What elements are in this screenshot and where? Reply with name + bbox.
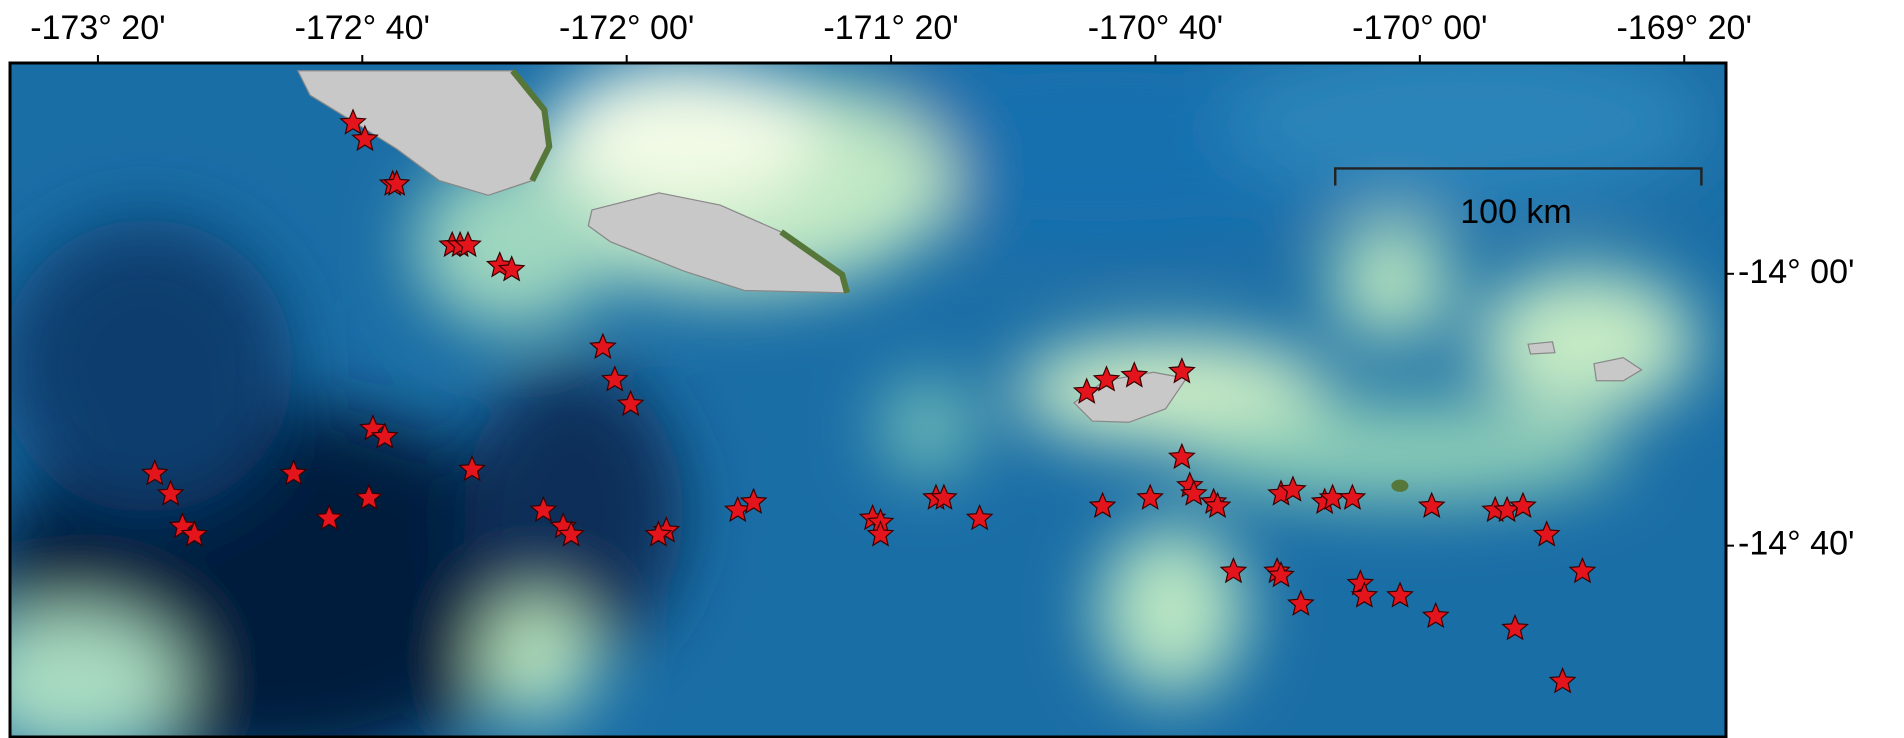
page: 100 km -173° 20' -172° 40' -172° 00' -171° …: [0, 0, 1904, 738]
y-tick-label: -14° 40': [1738, 525, 1855, 563]
scale-bar-label: 100 km: [1460, 193, 1572, 231]
x-tick-label: -172° 40': [295, 9, 430, 47]
x-tick-label: -170° 40': [1088, 9, 1223, 47]
x-tick-label: -173° 20': [30, 9, 165, 47]
bathymetry: [0, 37, 1726, 738]
x-tick-label: -170° 00': [1352, 9, 1487, 47]
x-tick-label: -172° 00': [559, 9, 694, 47]
x-tick-label: -169° 20': [1617, 9, 1752, 47]
x-tick-label: -171° 20': [823, 9, 958, 47]
map: 100 km -173° 20' -172° 40' -172° 00' -171° …: [0, 0, 1904, 738]
y-tick-label: -14° 00': [1738, 253, 1855, 291]
